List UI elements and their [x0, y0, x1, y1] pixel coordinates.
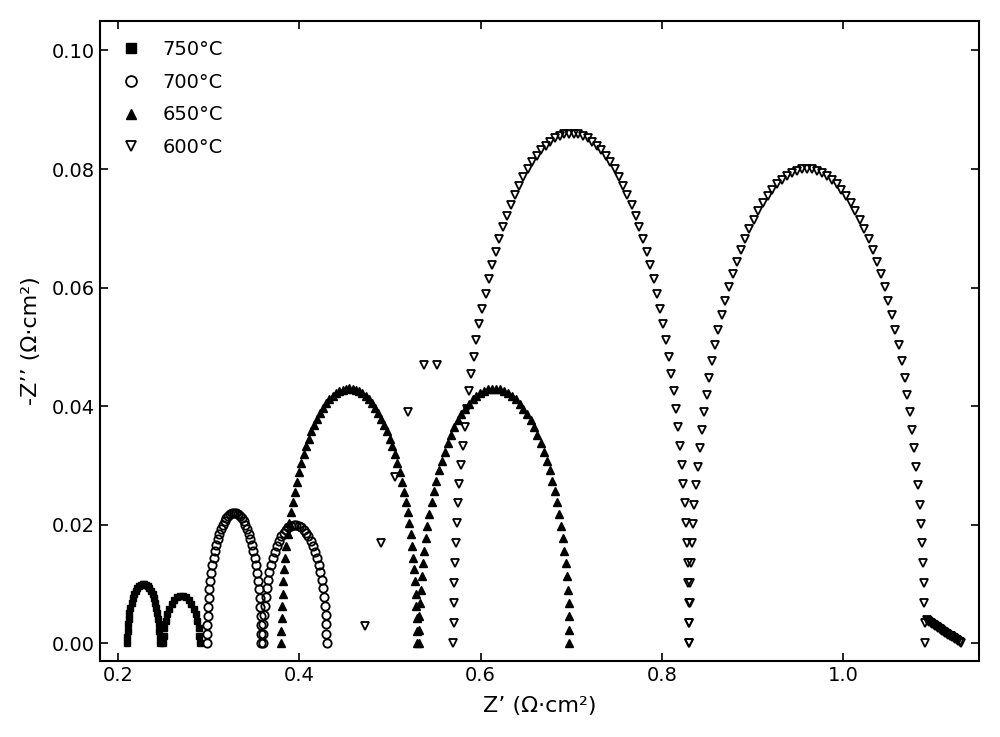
750°C	[157, 639, 169, 648]
750°C	[149, 598, 161, 607]
650°C	[275, 639, 287, 648]
750°C	[194, 639, 206, 648]
700°C	[319, 601, 331, 610]
750°C	[158, 624, 170, 632]
700°C	[201, 639, 213, 648]
750°C	[133, 581, 145, 590]
650°C	[563, 639, 575, 648]
650°C	[528, 423, 540, 432]
750°C	[171, 593, 183, 602]
750°C	[188, 604, 200, 613]
650°C	[343, 384, 355, 393]
750°C	[142, 581, 154, 590]
750°C	[150, 603, 162, 612]
700°C	[213, 529, 225, 538]
750°C	[138, 580, 150, 589]
700°C	[255, 629, 267, 638]
600°C	[771, 180, 783, 189]
750°C	[130, 587, 142, 595]
700°C	[236, 514, 248, 523]
750°C	[161, 609, 173, 618]
600°C	[447, 639, 459, 648]
750°C	[122, 626, 134, 635]
Legend: 750°C, 700°C, 650°C, 600°C: 750°C, 700°C, 650°C, 600°C	[110, 30, 232, 167]
750°C	[154, 639, 166, 648]
750°C	[135, 581, 147, 590]
600°C	[563, 129, 575, 138]
750°C	[185, 599, 197, 608]
750°C	[121, 639, 133, 648]
650°C	[347, 384, 359, 393]
750°C	[190, 609, 202, 618]
750°C	[174, 592, 186, 601]
750°C	[180, 593, 192, 602]
750°C	[147, 590, 159, 598]
750°C	[131, 584, 143, 593]
750°C	[126, 598, 138, 607]
650°C	[558, 546, 570, 555]
750°C	[122, 620, 134, 629]
750°C	[152, 614, 164, 623]
600°C	[889, 326, 901, 335]
Y-axis label: -Z’’ (Ω·cm²): -Z’’ (Ω·cm²)	[21, 276, 41, 405]
600°C	[493, 235, 505, 244]
750°C	[168, 595, 180, 604]
600°C	[936, 626, 948, 635]
750°C	[137, 580, 149, 589]
750°C	[121, 632, 133, 641]
750°C	[151, 609, 163, 618]
750°C	[127, 594, 139, 603]
650°C	[333, 387, 345, 396]
750°C	[123, 609, 135, 618]
650°C	[430, 476, 442, 485]
750°C	[193, 624, 205, 632]
650°C	[538, 447, 550, 456]
750°C	[166, 599, 178, 608]
600°C	[955, 639, 967, 648]
750°C	[140, 581, 152, 590]
750°C	[124, 603, 136, 612]
750°C	[123, 614, 135, 623]
750°C	[177, 592, 189, 601]
750°C	[191, 616, 203, 625]
Line: 600°C: 600°C	[360, 130, 965, 648]
750°C	[148, 594, 160, 603]
750°C	[153, 626, 165, 635]
750°C	[153, 620, 165, 629]
750°C	[183, 595, 195, 604]
750°C	[193, 631, 205, 640]
700°C	[238, 517, 250, 525]
X-axis label: Z’ (Ω·cm²): Z’ (Ω·cm²)	[483, 696, 596, 716]
700°C	[228, 509, 240, 517]
750°C	[158, 631, 170, 640]
750°C	[154, 632, 166, 641]
Line: 750°C: 750°C	[124, 581, 203, 647]
750°C	[145, 587, 157, 595]
750°C	[163, 604, 175, 613]
750°C	[160, 616, 172, 625]
700°C	[321, 639, 333, 648]
700°C	[243, 529, 255, 538]
750°C	[143, 584, 155, 593]
Line: 700°C: 700°C	[203, 509, 331, 648]
600°C	[359, 621, 371, 630]
600°C	[685, 559, 697, 567]
600°C	[735, 246, 747, 255]
Line: 650°C: 650°C	[277, 384, 574, 648]
750°C	[128, 590, 140, 598]
